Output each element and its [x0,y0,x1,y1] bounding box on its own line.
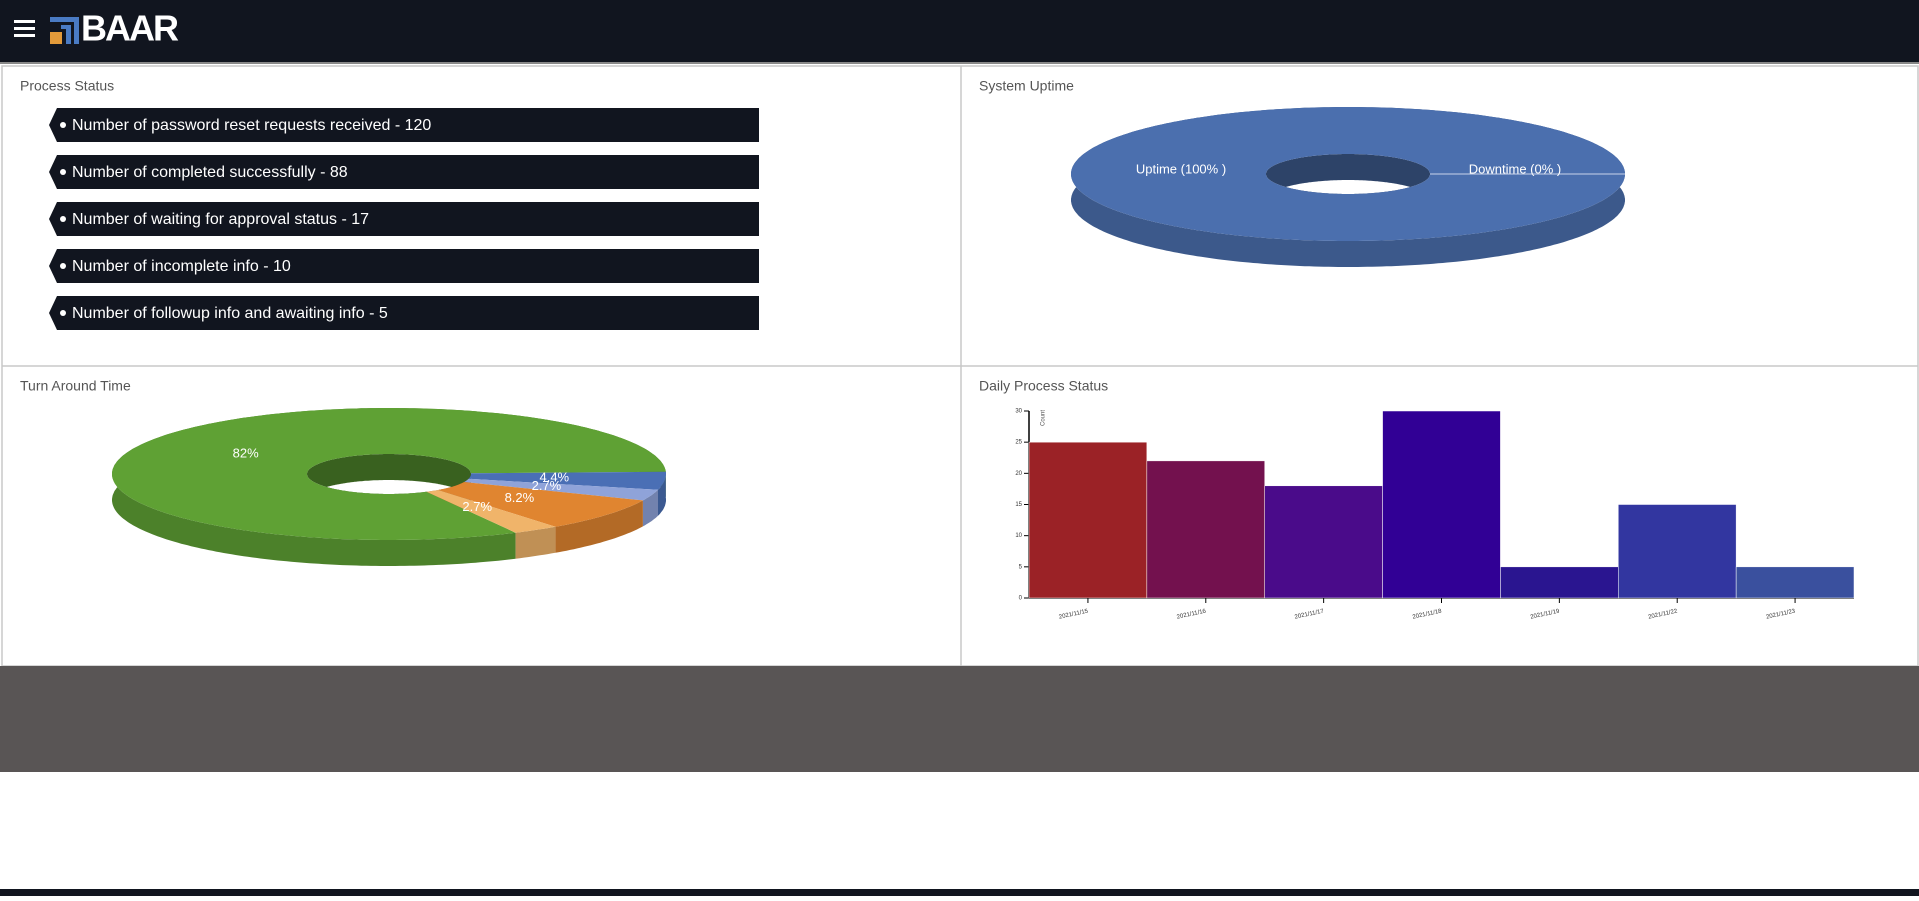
y-tick-label: 15 [1015,502,1022,508]
status-bullet [60,263,66,269]
slice-label: 2.7% [462,499,492,514]
pie-slice [468,471,666,490]
status-bullet [60,169,66,175]
slice-label: 82% [233,445,259,460]
panel-title: Daily Process Status [979,378,1108,394]
logo-shape [50,17,79,22]
bar [1028,441,1148,599]
y-tick-label: 20 [1015,471,1022,477]
menu-bar [14,20,35,23]
y-tick-label: 10 [1015,533,1022,539]
status-item [49,202,759,236]
bar [1735,566,1855,599]
status-text: Number of completed successfully - 88 [72,164,348,181]
pie-slice [464,478,658,501]
top-bar [0,0,1919,64]
y-tick-label: 5 [1019,564,1023,570]
status-item [49,108,759,142]
y-tick-label: 0 [1019,596,1023,602]
pie-slice [1071,107,1625,241]
bar [1500,566,1619,599]
status-text: Number of waiting for approval status - … [72,211,369,228]
pie-slice [438,482,643,527]
bottom-bar [0,889,1919,896]
status-text: Number of password reset requests receiv… [72,117,431,134]
panel-title: Turn Around Time [20,378,131,394]
slice-label: Uptime (100% ) [1136,161,1226,176]
panel-title: Process Status [20,78,114,94]
status-bullet [60,122,66,128]
slice-label: 2.7% [532,478,562,493]
status-bullet [60,216,66,222]
status-item [49,296,759,330]
pie-slice [112,408,666,540]
menu-bar [14,34,35,37]
y-tick-label: 25 [1015,440,1022,446]
logo-shape [66,25,71,44]
slice-side [555,500,643,553]
menu-bar [14,27,35,30]
slice-label: 4.4% [539,470,569,485]
status-item [49,155,759,189]
status-text: Number of incomplete info - 10 [72,258,291,275]
logo-shape [50,32,62,44]
slice-side [658,471,666,516]
bar [1382,410,1501,599]
menu-button[interactable] [14,20,35,37]
slice-side [642,489,658,527]
pie-slice [426,490,556,533]
y-tick-label: 30 [1015,409,1022,415]
status-text: Number of followup info and awaiting inf… [72,305,388,322]
slice-side [515,526,556,559]
y-axis-label: Count [1041,410,1047,426]
logo[interactable]: BAAR [50,8,181,49]
bar [1618,504,1737,599]
slice-label: Downtime (0% ) [1469,161,1561,176]
bar [1264,485,1383,599]
panel-title: System Uptime [979,78,1074,94]
logo-shape [74,17,79,44]
status-bullet [60,310,66,316]
status-item [49,249,759,283]
logo-text: BAAR [81,8,179,49]
bar [1146,460,1265,599]
footer-band [0,666,1919,772]
slice-label: 8.2% [505,490,535,505]
